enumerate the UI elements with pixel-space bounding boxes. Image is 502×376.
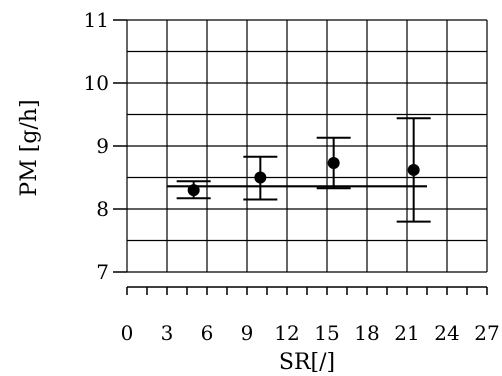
- y-tick-label-2: 9: [96, 134, 109, 158]
- x-tick-label-0: 0: [121, 321, 134, 345]
- x-tick-label-5: 15: [314, 321, 339, 345]
- x-tick-label-9: 27: [474, 321, 499, 345]
- y-tick-label-4: 11: [84, 8, 109, 32]
- y-tick-label-0: 7: [96, 260, 109, 284]
- x-tick-label-7: 21: [394, 321, 419, 345]
- y-axis-title: PM [g/h]: [17, 99, 42, 196]
- x-tick-label-8: 24: [434, 321, 459, 345]
- data-point-0: [187, 184, 200, 197]
- data-point-3: [407, 163, 420, 176]
- x-tick-label-6: 18: [354, 321, 379, 345]
- x-tick-label-4: 12: [274, 321, 299, 345]
- x-axis: 0 3 6 9 12 15 18 21 24 27: [121, 286, 500, 345]
- x-tick-label-3: 9: [241, 321, 254, 345]
- data-points: [187, 157, 420, 197]
- y-axis: 7 8 9 10 11: [84, 8, 127, 284]
- y-tick-label-1: 8: [96, 197, 109, 221]
- grid: [126, 19, 488, 273]
- data-point-2: [327, 157, 340, 170]
- x-tick-label-1: 3: [161, 321, 174, 345]
- x-tick-label-2: 6: [201, 321, 214, 345]
- y-tick-label-3: 10: [84, 71, 109, 95]
- x-axis-title: SR[/]: [279, 350, 335, 375]
- error-bars: [176, 117, 431, 223]
- data-point-1: [254, 171, 267, 184]
